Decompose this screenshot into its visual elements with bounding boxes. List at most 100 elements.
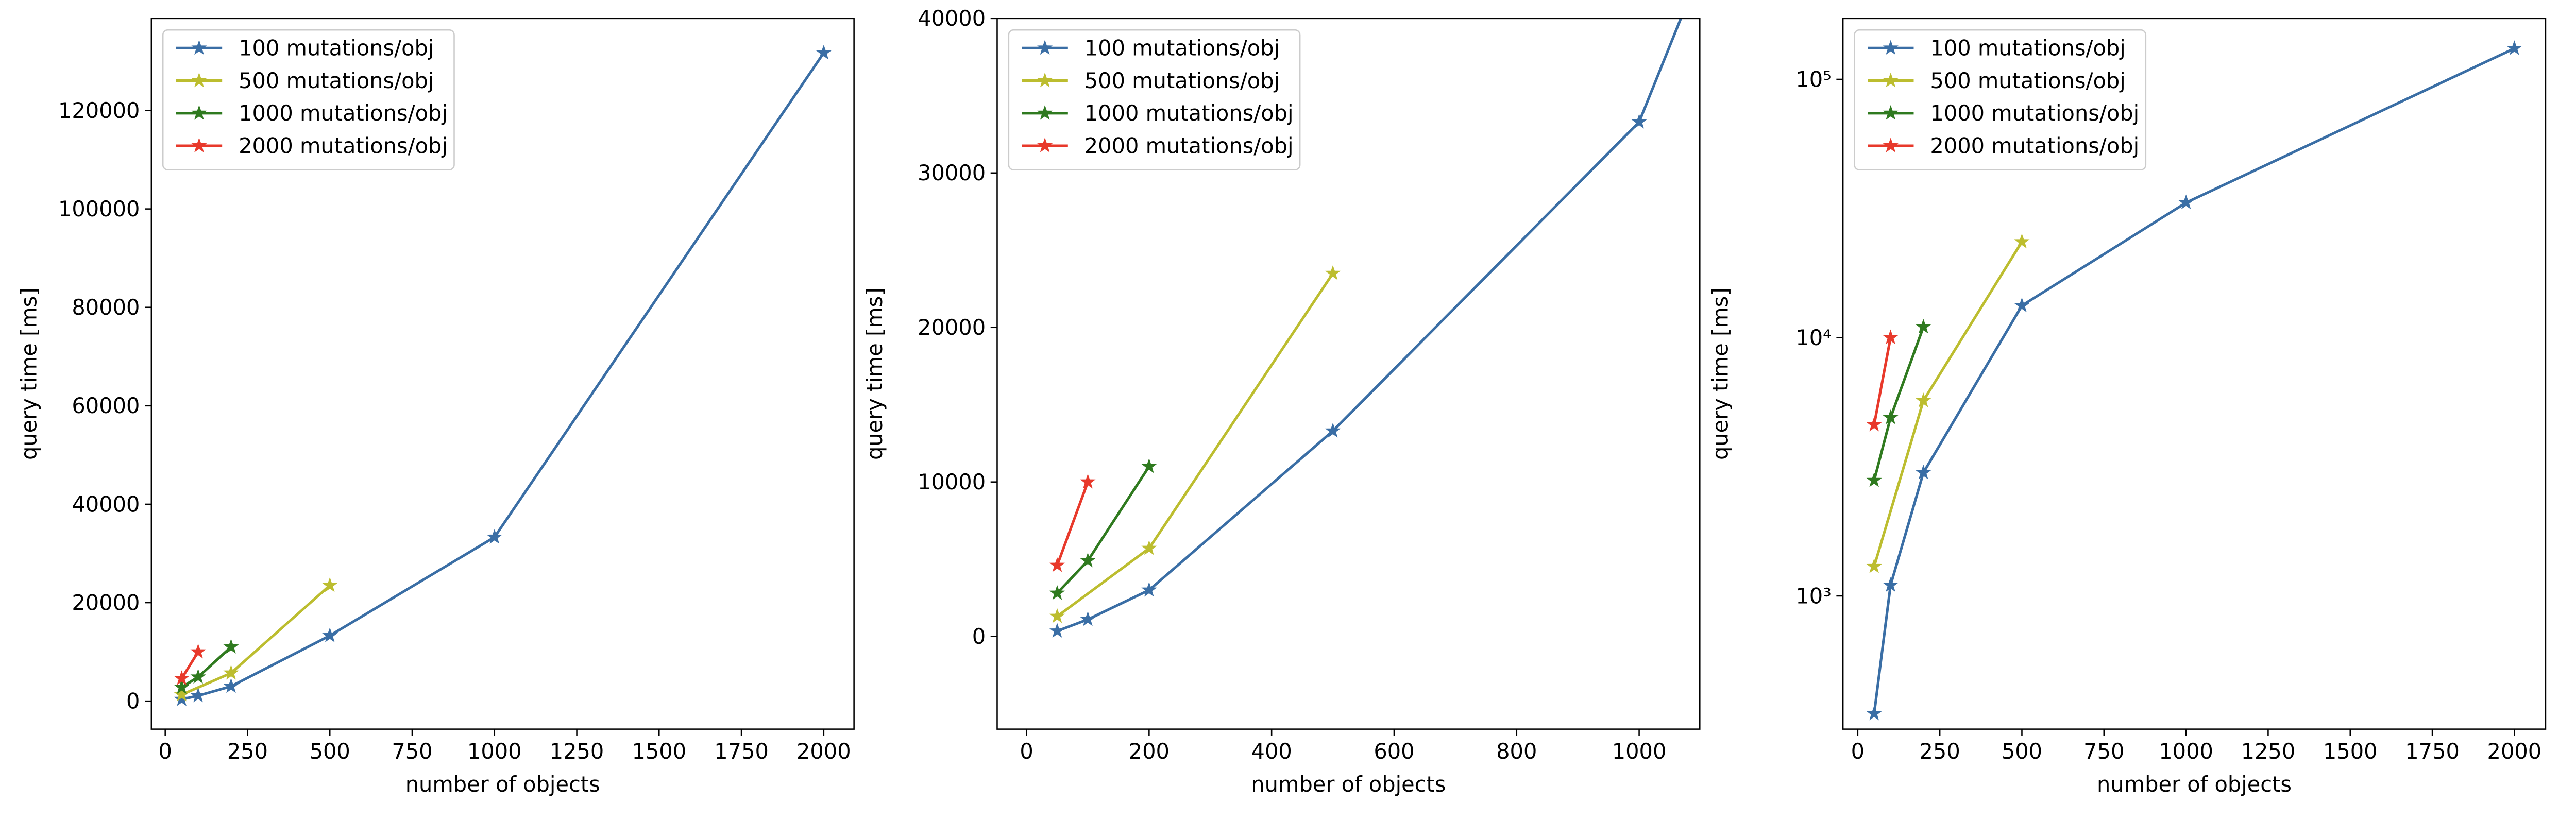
x-tick-label: 1500 <box>632 739 686 764</box>
subplot: 0 250 500 750 1000 1250 1500 1750 20000200004000… <box>16 18 855 797</box>
legend-marker <box>1883 72 1899 88</box>
point <box>2014 233 2030 249</box>
legend: 100 mutations/obj 500 mutations/obj 1000 m… <box>162 29 455 170</box>
x-axis-label: number of objects <box>2097 772 2292 797</box>
y-tick-label: 20000 <box>918 315 986 340</box>
legend-label: 500 mutations/obj <box>1930 68 2125 93</box>
legend-label: 2000 mutations/obj <box>1084 133 1294 158</box>
point <box>1141 582 1157 597</box>
y-tick-label: 0 <box>972 624 986 649</box>
y-tick-label: 40000 <box>72 491 140 517</box>
point <box>322 577 338 592</box>
point <box>1866 472 1882 487</box>
legend-marker <box>1037 138 1053 152</box>
legend-label: 100 mutations/obj <box>1084 36 1280 61</box>
series-line <box>181 584 331 696</box>
point <box>174 691 190 706</box>
x-tick-label: 200 <box>1129 739 1170 764</box>
y-tick-label: 20000 <box>72 590 140 615</box>
subplot: 0 250 500 750 1000 1250 1500 1750 2000 10³ 10⁴ 10⁵ n… <box>1708 18 2547 797</box>
point <box>1049 608 1065 623</box>
legend-box <box>162 29 455 170</box>
point <box>816 44 832 60</box>
axes-frame <box>1842 18 2547 730</box>
series-line <box>1056 272 1334 618</box>
y-tick-label: 60000 <box>72 393 140 418</box>
point <box>1916 464 1931 480</box>
point <box>190 687 206 703</box>
legend: 100 mutations/obj 500 mutations/obj 1000 m… <box>1008 29 1301 170</box>
point <box>1325 265 1341 280</box>
x-tick-label: 1250 <box>550 739 604 764</box>
subplot: 0 200 400 600 800 1000010000200003000040000nu… <box>862 6 1701 797</box>
legend-box <box>1854 29 2147 170</box>
legend-marker <box>1037 105 1053 120</box>
x-tick-label: 1250 <box>2241 739 2296 764</box>
plot-area <box>174 44 832 706</box>
legend-marker <box>1883 40 1899 55</box>
point <box>223 639 239 654</box>
point <box>1325 422 1341 438</box>
point <box>322 627 338 642</box>
legend-marker <box>191 105 207 120</box>
axes-frame <box>150 18 855 730</box>
point <box>1049 557 1065 572</box>
x-tick-label: 800 <box>1496 739 1537 764</box>
x-tick-label: 250 <box>1920 739 1960 764</box>
series-line <box>1873 47 2515 714</box>
legend-label: 100 mutations/obj <box>1930 36 2125 61</box>
legend: 100 mutations/obj 500 mutations/obj 1000 m… <box>1854 29 2147 170</box>
x-tick-label: 400 <box>1251 739 1292 764</box>
x-tick-label: 0 <box>1020 739 1033 764</box>
point <box>2014 297 2030 313</box>
y-tick-label: 100000 <box>58 196 140 221</box>
y-tick-label: 40000 <box>918 6 986 31</box>
point <box>1916 318 1931 334</box>
legend-label: 500 mutations/obj <box>239 68 434 93</box>
legend-box <box>1008 29 1301 170</box>
y-axis-label: query time [ms] <box>862 287 887 460</box>
legend-marker <box>1883 105 1899 120</box>
point <box>1080 473 1096 489</box>
y-tick-label: 10000 <box>918 469 986 494</box>
legend-marker <box>1037 72 1053 88</box>
x-tick-label: 500 <box>2002 739 2042 764</box>
legend-label: 2000 mutations/obj <box>1930 133 2139 158</box>
y-axis-label: query time [ms] <box>1708 287 1733 460</box>
point <box>174 686 190 702</box>
point <box>190 669 206 684</box>
plot-area <box>1049 18 1683 638</box>
x-tick-label: 2000 <box>796 739 851 764</box>
point <box>190 643 206 659</box>
y-tick-label: 10⁴ <box>1795 325 1831 350</box>
x-tick-label: 0 <box>1851 739 1865 764</box>
x-tick-label: 1750 <box>714 739 769 764</box>
point <box>1631 113 1647 129</box>
series-line <box>1056 481 1089 566</box>
plot-area <box>1866 40 2522 721</box>
y-tick-label: 120000 <box>58 98 140 123</box>
legend-label: 1000 mutations/obj <box>1930 100 2139 126</box>
x-tick-label: 250 <box>227 739 268 764</box>
point <box>2506 40 2522 55</box>
point <box>223 678 239 693</box>
x-tick-label: 1000 <box>2159 739 2213 764</box>
point <box>1883 409 1899 424</box>
x-axis-label: number of objects <box>1251 772 1446 797</box>
point <box>174 670 190 685</box>
legend-label: 1000 mutations/obj <box>239 100 448 126</box>
legend-label: 2000 mutations/obj <box>239 133 448 158</box>
point <box>1883 329 1899 345</box>
point <box>1141 458 1157 473</box>
y-tick-label: 80000 <box>72 295 140 320</box>
x-tick-label: 1000 <box>1612 739 1667 764</box>
point <box>1080 611 1096 626</box>
legend-marker <box>191 72 207 88</box>
x-tick-label: 0 <box>158 739 172 764</box>
point <box>223 664 239 680</box>
x-tick-label: 1000 <box>467 739 522 764</box>
point <box>1866 416 1882 432</box>
point <box>1080 552 1096 568</box>
